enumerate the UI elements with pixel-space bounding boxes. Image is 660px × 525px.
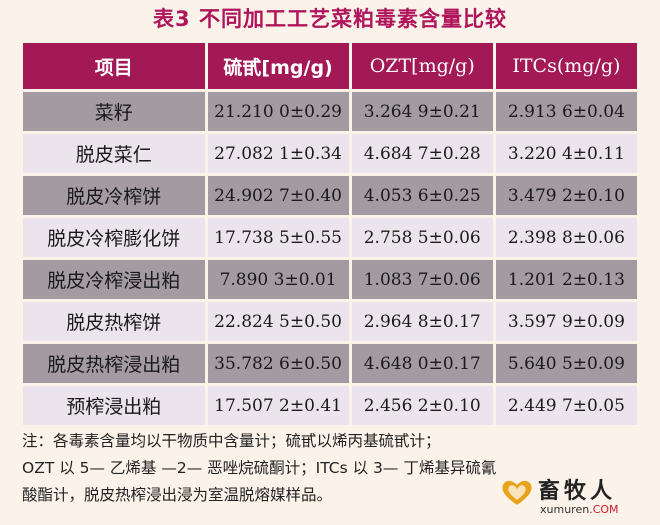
header-itcs: ITCs(mg/g) [495, 43, 637, 89]
cell-value: 2.398 8±0.06 [495, 218, 637, 257]
cell-value: 35.782 6±0.50 [207, 344, 349, 383]
footnote-line: 注：各毒素含量均以干物质中含量计；硫甙以烯丙基硫甙计； [22, 432, 441, 450]
cell-value: 27.082 1±0.34 [207, 134, 349, 173]
cell-value: 21.210 0±0.29 [207, 92, 349, 131]
header-item: 项目 [23, 43, 205, 89]
cell-value: 22.824 5±0.50 [207, 302, 349, 341]
cell-value: 17.507 2±0.41 [207, 386, 349, 425]
cell-value: 1.083 7±0.06 [351, 260, 493, 299]
footnote-line: 酸酯计，脱皮热榨浸出浸为室温脱熔媒样品。 [22, 486, 333, 504]
row-label: 脱皮热榨饼 [23, 302, 205, 341]
footnote-line: OZT 以 5— 乙烯基 —2— 恶唑烷硫酮计；ITCs 以 3— 丁烯基异硫氰 [22, 459, 497, 477]
cell-value: 1.201 2±0.13 [495, 260, 637, 299]
row-label: 菜籽 [23, 92, 205, 131]
cell-value: 2.758 5±0.06 [351, 218, 493, 257]
cell-value: 5.640 5±0.09 [495, 344, 637, 383]
cell-value: 3.264 9±0.21 [351, 92, 493, 131]
cell-value: 4.684 7±0.28 [351, 134, 493, 173]
table-row: 脱皮热榨饼 22.824 5±0.50 2.964 8±0.17 3.597 9… [23, 302, 637, 341]
toxin-table: 项目 硫甙[mg/g) OZT[mg/g) ITCs(mg/g) 菜籽 21.2… [20, 40, 640, 428]
cell-value: 2.456 2±0.10 [351, 386, 493, 425]
table-row: 脱皮菜仁 27.082 1±0.34 4.684 7±0.28 3.220 4±… [23, 134, 637, 173]
row-label: 脱皮冷榨浸出粕 [23, 260, 205, 299]
cell-value: 2.964 8±0.17 [351, 302, 493, 341]
cell-value: 2.913 6±0.04 [495, 92, 637, 131]
row-label: 脱皮冷榨饼 [23, 176, 205, 215]
table-row: 菜籽 21.210 0±0.29 3.264 9±0.21 2.913 6±0.… [23, 92, 637, 131]
cell-value: 3.597 9±0.09 [495, 302, 637, 341]
table-title: 表3 不同加工工艺菜粕毒素含量比较 [153, 7, 507, 31]
table-row: 脱皮冷榨膨化饼 17.738 5±0.55 2.758 5±0.06 2.398… [23, 218, 637, 257]
row-label: 脱皮菜仁 [23, 134, 205, 173]
logo-url: xumuren.COM [540, 503, 619, 516]
row-label: 脱皮热榨浸出粕 [23, 344, 205, 383]
table-row: 脱皮冷榨饼 24.902 7±0.40 4.053 6±0.25 3.479 2… [23, 176, 637, 215]
table-footnote: 注：各毒素含量均以干物质中含量计；硫甙以烯丙基硫甙计； OZT 以 5— 乙烯基… [22, 428, 642, 509]
watermark-logo: 畜牧人 xumuren.COM [500, 473, 650, 519]
logo-name: 畜牧人 [538, 479, 617, 504]
header-ozt: OZT[mg/g) [351, 43, 493, 89]
row-label: 脱皮冷榨膨化饼 [23, 218, 205, 257]
cell-value: 7.890 3±0.01 [207, 260, 349, 299]
cell-value: 3.479 2±0.10 [495, 176, 637, 215]
cell-value: 24.902 7±0.40 [207, 176, 349, 215]
header-row: 项目 硫甙[mg/g) OZT[mg/g) ITCs(mg/g) [23, 43, 637, 89]
header-glucosinolate: 硫甙[mg/g) [207, 43, 349, 89]
cell-value: 3.220 4±0.11 [495, 134, 637, 173]
table-row: 脱皮热榨浸出粕 35.782 6±0.50 4.648 0±0.17 5.640… [23, 344, 637, 383]
cell-value: 17.738 5±0.55 [207, 218, 349, 257]
heart-logo-icon [502, 480, 532, 505]
cell-value: 4.648 0±0.17 [351, 344, 493, 383]
cell-value: 2.449 7±0.05 [495, 386, 637, 425]
table-row: 脱皮冷榨浸出粕 7.890 3±0.01 1.083 7±0.06 1.201 … [23, 260, 637, 299]
table-row: 预榨浸出粕 17.507 2±0.41 2.456 2±0.10 2.449 7… [23, 386, 637, 425]
cell-value: 4.053 6±0.25 [351, 176, 493, 215]
row-label: 预榨浸出粕 [23, 386, 205, 425]
